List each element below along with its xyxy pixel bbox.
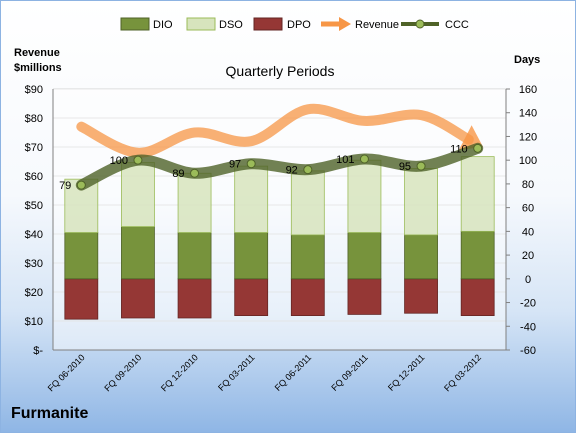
x-tick-label: FQ 06-2011 xyxy=(273,352,314,393)
bar-dpo xyxy=(177,278,212,319)
right-tick-label: 140 xyxy=(519,108,537,120)
left-axis-label-line1: Revenue xyxy=(14,47,60,59)
bar-dpo xyxy=(234,278,269,316)
chart-title: Quarterly Periods xyxy=(226,63,335,79)
right-tick-label: 120 xyxy=(519,131,537,143)
legend-swatch-revenue xyxy=(321,17,351,31)
bar-dso xyxy=(234,165,269,233)
revenue-line xyxy=(76,103,474,158)
bar-dio xyxy=(460,230,495,280)
bars xyxy=(64,156,495,320)
ccc-point xyxy=(303,165,313,175)
legend-label-dpo: DPO xyxy=(287,19,311,31)
bar-dso xyxy=(290,170,325,236)
left-tick-label: $- xyxy=(33,345,43,357)
legend-swatch-dpo xyxy=(253,17,283,31)
ccc-point xyxy=(416,161,426,171)
legend: DIO DSO DPO Revenue CCC xyxy=(120,17,469,31)
right-tick-label: 80 xyxy=(522,179,534,191)
left-tick-label: $30 xyxy=(25,258,43,270)
legend-label-revenue: Revenue xyxy=(355,19,399,31)
bar-dso xyxy=(347,159,382,233)
bar-dio xyxy=(290,234,325,280)
ccc-point xyxy=(359,154,369,164)
x-tick-label: FQ 03-2012 xyxy=(442,352,483,393)
right-tick-label: 0 xyxy=(525,274,531,286)
right-tick-label: -40 xyxy=(520,321,536,333)
right-tick-label: 100 xyxy=(519,155,537,167)
right-tick-label: 60 xyxy=(522,203,534,215)
right-tick-label: 20 xyxy=(522,250,534,262)
ccc-point xyxy=(473,143,483,153)
legend-swatch-dso xyxy=(186,17,216,31)
bar-dso xyxy=(460,156,495,232)
x-tick-label: FQ 12-2010 xyxy=(159,352,200,393)
ccc-point xyxy=(190,168,200,178)
ccc-data-label: 97 xyxy=(229,159,241,171)
ccc-data-label: 79 xyxy=(59,180,71,192)
bar-dpo xyxy=(290,278,325,316)
ccc-point xyxy=(76,180,86,190)
x-tick-label: FQ 09-2011 xyxy=(329,352,370,393)
bar-dso xyxy=(121,162,155,228)
bar-dpo xyxy=(64,278,99,320)
left-tick-label: $70 xyxy=(25,142,43,154)
bar-dio xyxy=(234,232,269,280)
left-tick-label: $60 xyxy=(25,171,43,183)
lines xyxy=(75,103,484,191)
left-tick-label: $10 xyxy=(25,316,43,328)
bar-dso xyxy=(177,172,212,233)
right-axis-label: Days xyxy=(514,54,540,66)
right-tick-label: -20 xyxy=(520,298,536,310)
ccc-data-label: 89 xyxy=(172,168,184,180)
bar-dso xyxy=(404,168,438,236)
bar-dio xyxy=(121,226,155,280)
left-tick-label: $20 xyxy=(25,287,43,299)
left-tick-label: $40 xyxy=(25,229,43,241)
bar-dpo xyxy=(460,278,495,316)
left-tick-label: $50 xyxy=(25,200,43,212)
bar-dio xyxy=(177,232,212,280)
ccc-point xyxy=(133,155,143,165)
right-tick-label: 160 xyxy=(519,84,537,96)
legend-label-ccc: CCC xyxy=(445,19,469,31)
ccc-line xyxy=(75,142,484,191)
legend-label-dio: DIO xyxy=(153,19,173,31)
left-axis-label-line2: $millions xyxy=(14,62,62,74)
bar-dpo xyxy=(121,278,155,319)
bar-dio xyxy=(347,232,382,280)
left-tick-label: $90 xyxy=(25,84,43,96)
legend-swatch-ccc xyxy=(401,19,439,29)
x-tick-label: FQ 06-2010 xyxy=(46,352,87,393)
bar-dio xyxy=(64,232,99,280)
x-tick-label: FQ 09-2010 xyxy=(102,352,143,393)
left-tick-label: $80 xyxy=(25,113,43,125)
ccc-point xyxy=(246,159,256,169)
company-name: Furmanite xyxy=(11,405,89,422)
legend-label-dso: DSO xyxy=(219,19,243,31)
right-tick-label: -60 xyxy=(520,345,536,357)
x-tick-label: FQ 12-2011 xyxy=(386,352,427,393)
data-labels: 79 100 89 97 92 101 95 110 xyxy=(59,143,468,192)
ccc-data-label: 95 xyxy=(399,161,411,173)
ccc-data-label: 92 xyxy=(286,165,298,177)
right-tick-label: 40 xyxy=(522,226,534,238)
bar-dpo xyxy=(404,278,438,314)
legend-swatch-dio xyxy=(120,17,150,31)
ccc-data-label: 101 xyxy=(336,154,354,166)
bar-dpo xyxy=(347,278,382,315)
x-tick-label: FQ 03-2011 xyxy=(216,352,257,393)
ccc-data-label: 100 xyxy=(110,155,128,167)
bar-dio xyxy=(404,234,438,280)
ccc-data-label: 110 xyxy=(450,143,468,155)
